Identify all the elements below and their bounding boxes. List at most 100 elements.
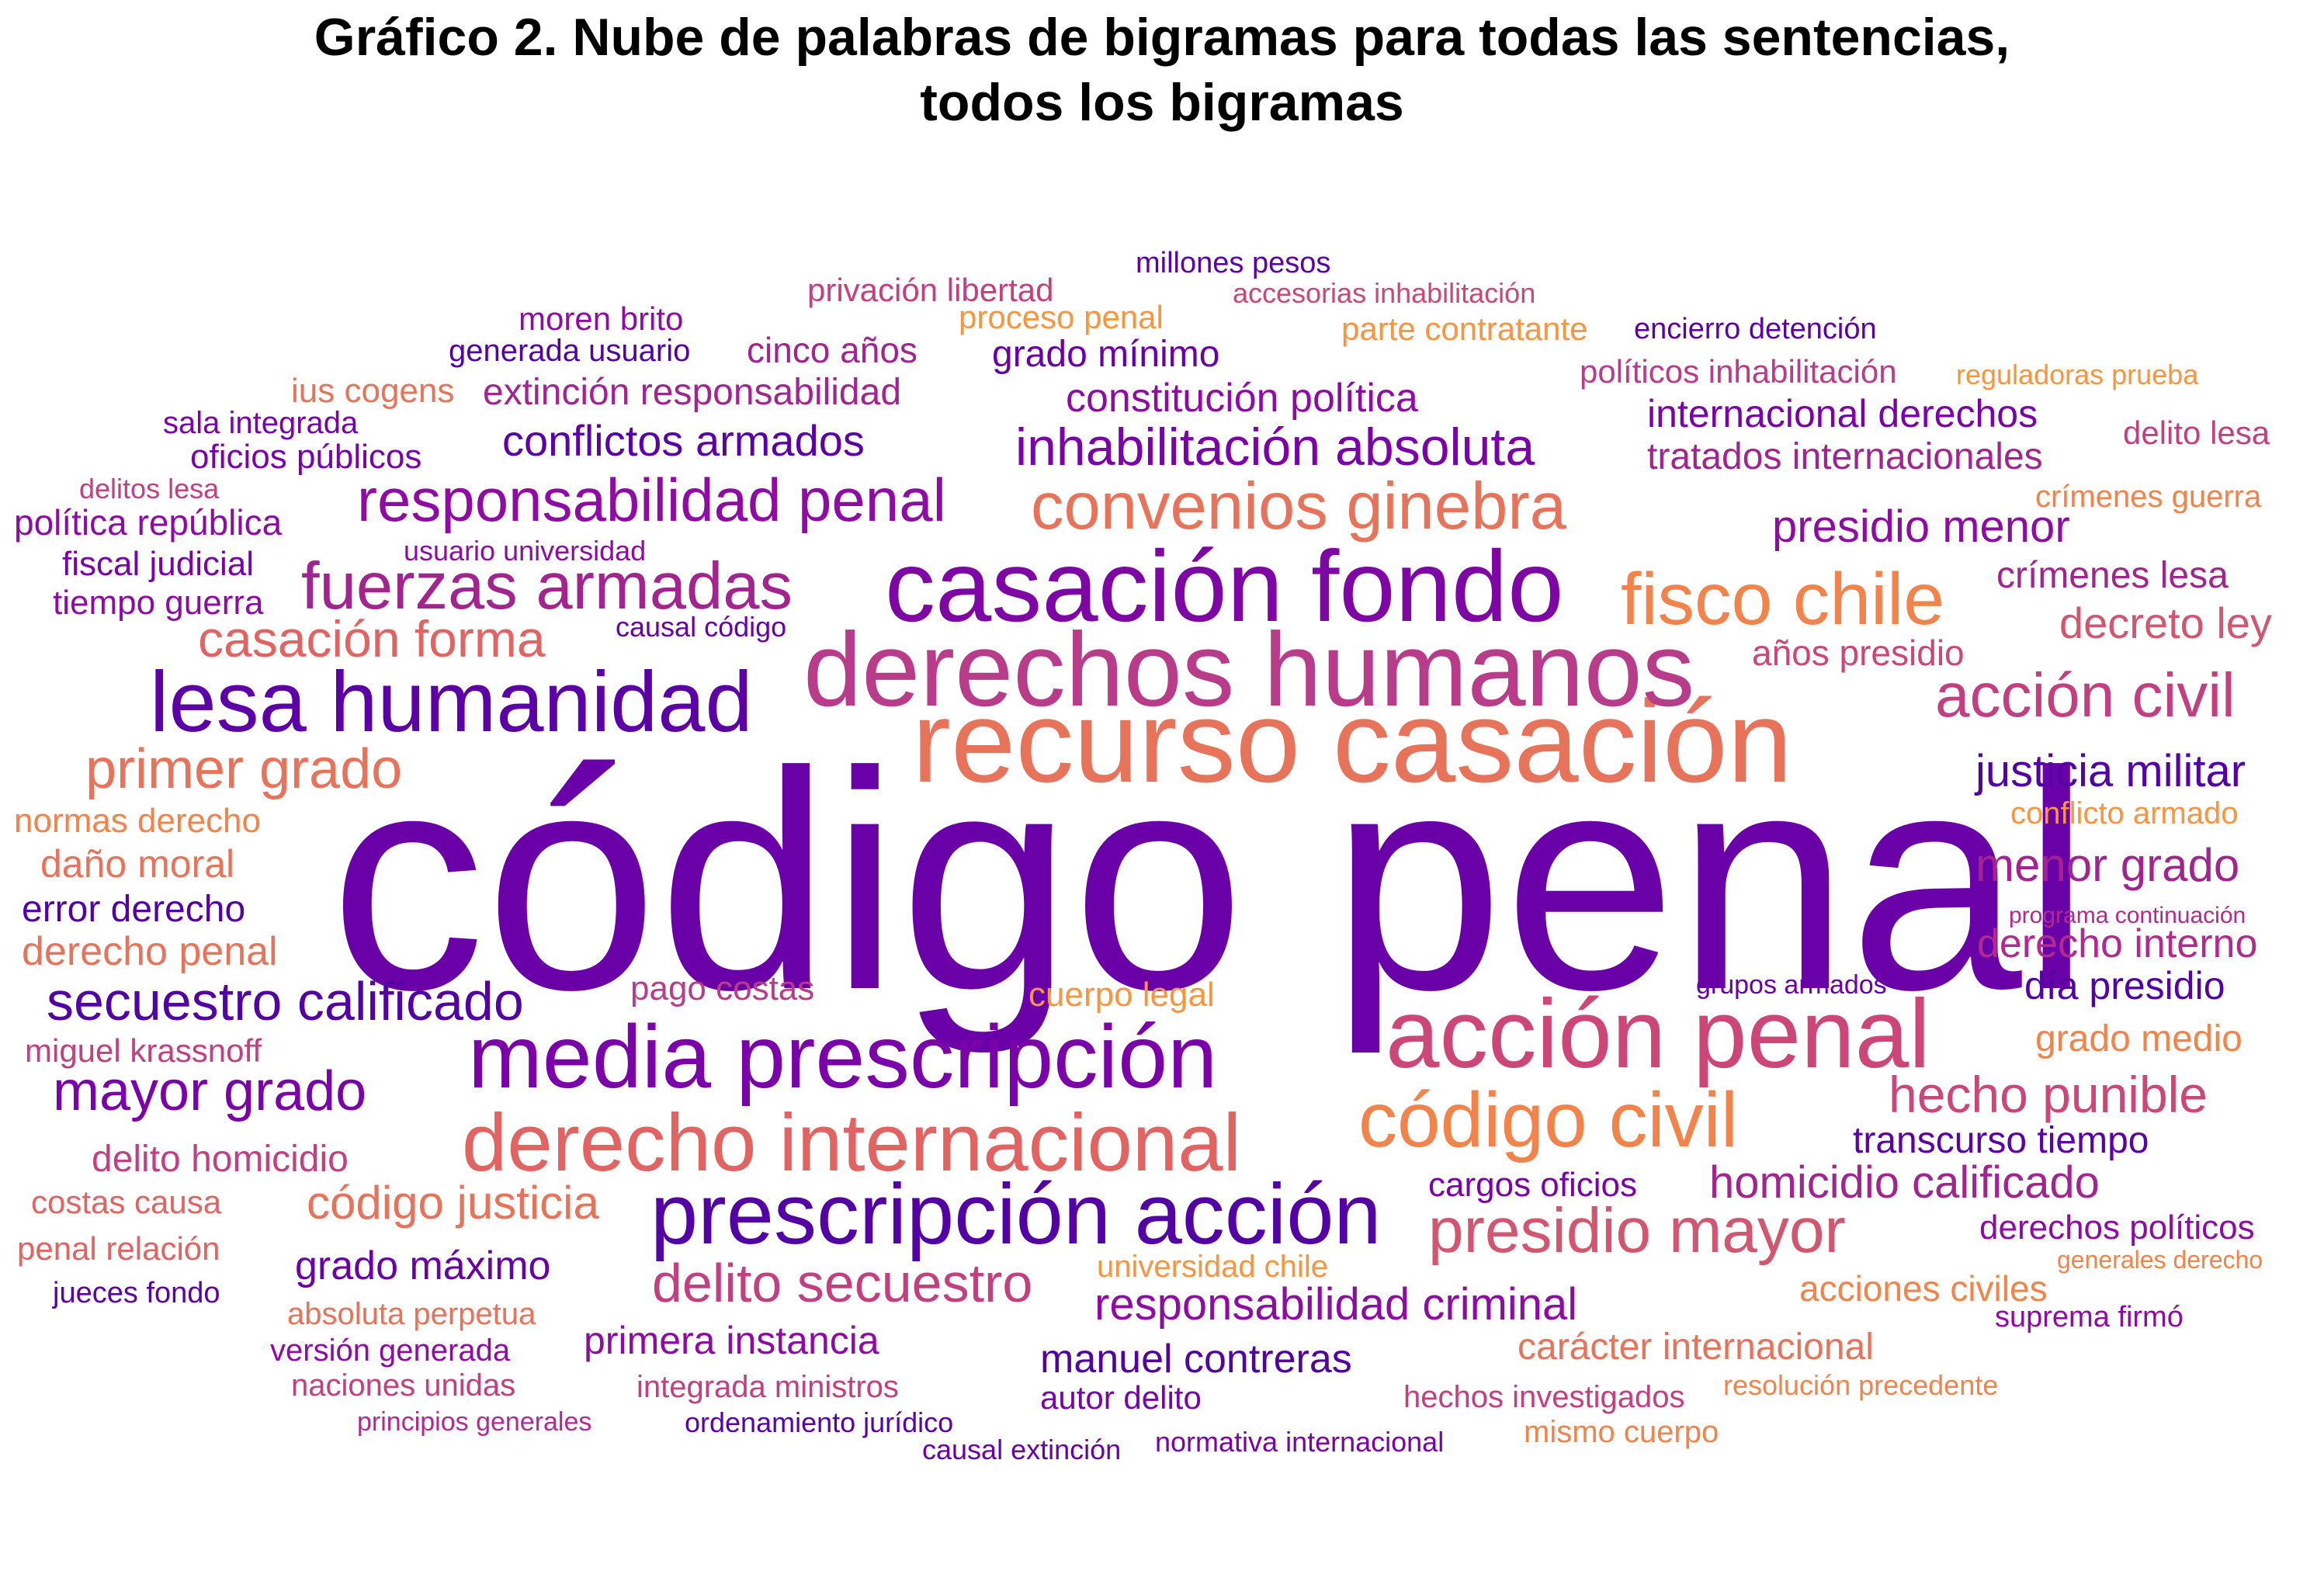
word-presidio-mayor: presidio mayor <box>1428 1195 1846 1266</box>
word-hecho-punible: hecho punible <box>1889 1066 2208 1123</box>
word-version-generada: versión generada <box>270 1333 511 1368</box>
word-costas-causa: costas causa <box>31 1184 222 1220</box>
word-codigo-civil: código civil <box>1358 1077 1739 1164</box>
word-decreto-ley: decreto ley <box>2059 598 2272 647</box>
word-media-prescripcion: media prescripción <box>468 1007 1218 1107</box>
chart-title: Gráfico 2. Nube de palabras de bigramas … <box>0 5 2324 135</box>
word-codigo-justicia: código justicia <box>307 1177 599 1229</box>
word-usuario-universidad: usuario universidad <box>404 535 647 567</box>
word-privacion-libertad: privación libertad <box>807 272 1054 308</box>
word-responsabilidad-criminal: responsabilidad criminal <box>1094 1279 1578 1330</box>
word-mayor-grado: mayor grado <box>53 1060 367 1122</box>
word-cuerpo-legal: cuerpo legal <box>1028 976 1215 1014</box>
word-politica-republica: política república <box>14 502 283 543</box>
word-derechos-politicos: derechos políticos <box>1979 1209 2255 1247</box>
word-hechos-investigados: hechos investigados <box>1403 1380 1685 1414</box>
word-anos-presidio: años presidio <box>1752 633 1965 673</box>
word-resolucion-precedente: resolución precedente <box>1723 1369 1999 1401</box>
word-caracter-internacional: carácter internacional <box>1518 1327 1874 1368</box>
word-codigo-penal: código penal <box>330 707 2091 1054</box>
word-error-derecho: error derecho <box>22 889 246 930</box>
word-internacional-derechos: internacional derechos <box>1647 392 2038 435</box>
word-derecho-interno: derecho interno <box>1977 921 2258 966</box>
word-cinco-anos: cinco años <box>747 330 917 370</box>
word-generada-usuario: generada usuario <box>449 334 691 368</box>
word-grupos-armados: grupos armados <box>1696 970 1887 1000</box>
word-accesorias-inhabilitacion: accesorias inhabilitación <box>1233 277 1536 309</box>
chart-title-line-2: todos los bigramas <box>920 73 1404 132</box>
word-fiscal-judicial: fiscal judicial <box>62 545 254 583</box>
word-moren-brito: moren brito <box>519 300 684 337</box>
word-derecho-penal: derecho penal <box>22 929 278 974</box>
word-jueces-fondo: jueces fondo <box>53 1277 220 1309</box>
word-suprema-firmo: suprema firmó <box>1995 1301 2184 1333</box>
word-primera-instancia: primera instancia <box>584 1319 879 1362</box>
word-accion-civil: acción civil <box>1935 661 2236 730</box>
word-proceso-penal: proceso penal <box>959 299 1164 335</box>
word-autor-delito: autor delito <box>1040 1379 1202 1416</box>
word-prescripcion-accion: prescripción acción <box>650 1167 1382 1262</box>
word-lesa-humanidad: lesa humanidad <box>150 654 753 750</box>
word-inhabilitacion-absoluta: inhabilitación absoluta <box>1015 418 1535 477</box>
word-tratados-internacionales: tratados internacionales <box>1647 436 2043 477</box>
word-crimenes-lesa: crímenes lesa <box>1996 555 2229 596</box>
word-derecho-internacional: derecho internacional <box>462 1098 1242 1188</box>
word-absoluta-perpetua: absoluta perpetua <box>287 1297 536 1331</box>
chart-title-line-1: Gráfico 2. Nube de palabras de bigramas … <box>314 8 2010 67</box>
word-causal-extincion: causal extinción <box>922 1434 1122 1465</box>
word-mismo-cuerpo: mismo cuerpo <box>1524 1415 1719 1449</box>
word-menor-grado: menor grado <box>1975 839 2240 891</box>
word-tiempo-guerra: tiempo guerra <box>53 584 264 622</box>
word-conflictos-armados: conflictos armados <box>502 416 865 465</box>
word-integrada-ministros: integrada ministros <box>636 1370 899 1404</box>
word-derechos-humanos: derechos humanos <box>803 611 1695 728</box>
word-generales-derecho: generales derecho <box>2057 1246 2263 1274</box>
word-dano-moral: daño moral <box>40 842 235 886</box>
word-ius-cogens: ius cogens <box>291 372 455 410</box>
word-manuel-contreras: manuel contreras <box>1040 1337 1352 1382</box>
word-sala-integrada: sala integrada <box>163 406 359 440</box>
word-universidad-chile: universidad chile <box>1097 1250 1328 1284</box>
word-transcurso-tiempo: transcurso tiempo <box>1853 1120 2149 1161</box>
word-responsabilidad-penal: responsabilidad penal <box>357 466 946 534</box>
word-fisco-chile: fisco chile <box>1621 558 1945 640</box>
word-casacion-fondo: casación fondo <box>885 529 1564 643</box>
word-principios-generales: principios generales <box>357 1407 592 1437</box>
word-delitos-lesa: delitos lesa <box>79 473 220 505</box>
word-politicos-inhabilitacion: políticos inhabilitación <box>1580 353 1897 390</box>
word-penal-relacion: penal relación <box>17 1230 220 1267</box>
word-miguel-krassnoff: miguel krassnoff <box>25 1032 262 1069</box>
word-parte-contratante: parte contratante <box>1341 310 1588 347</box>
word-dia-presidio: día presidio <box>2024 964 2225 1007</box>
word-accion-penal: acción penal <box>1386 980 1930 1088</box>
word-delito-secuestro: delito secuestro <box>652 1253 1033 1313</box>
word-fuerzas-armadas: fuerzas armadas <box>301 550 793 623</box>
word-homicidio-calificado: homicidio calificado <box>1709 1157 2100 1208</box>
word-ordenamiento-juridico: ordenamiento jurídico <box>685 1406 954 1438</box>
word-conflicto-armado: conflicto armado <box>2010 796 2239 831</box>
word-cargos-oficios: cargos oficios <box>1428 1166 1638 1204</box>
word-justicia-militar: justicia militar <box>1975 746 2246 796</box>
word-presidio-menor: presidio menor <box>1772 501 2070 552</box>
word-grado-minimo: grado mínimo <box>992 334 1220 375</box>
word-programa-continuacion: programa continuación <box>2009 903 2246 928</box>
word-reguladoras-prueba: reguladoras prueba <box>1956 359 2199 390</box>
word-primer-grado: primer grado <box>85 738 403 800</box>
word-naciones-unidas: naciones unidas <box>291 1368 516 1403</box>
word-normativa-internacional: normativa internacional <box>1155 1426 1445 1458</box>
word-convenios-ginebra: convenios ginebra <box>1031 470 1566 543</box>
word-secuestro-calificado: secuestro calificado <box>47 971 524 1032</box>
word-grado-medio: grado medio <box>2035 1018 2242 1059</box>
word-normas-derecho: normas derecho <box>14 802 261 840</box>
word-delito-homicidio: delito homicidio <box>92 1139 349 1180</box>
word-delito-lesa: delito lesa <box>2123 414 2270 451</box>
word-crimenes-guerra: crímenes guerra <box>2035 480 2262 514</box>
word-extincion-responsabilidad: extinción responsabilidad <box>483 372 902 413</box>
word-pago-costas: pago costas <box>630 969 815 1007</box>
word-constitucion-politica: constitución política <box>1066 376 1418 421</box>
word-casacion-forma: casación forma <box>198 610 546 668</box>
word-oficios-publicos: oficios públicos <box>190 438 422 476</box>
word-millones-pesos: millones pesos <box>1136 247 1331 279</box>
word-acciones-civiles: acciones civiles <box>1799 1268 2048 1309</box>
